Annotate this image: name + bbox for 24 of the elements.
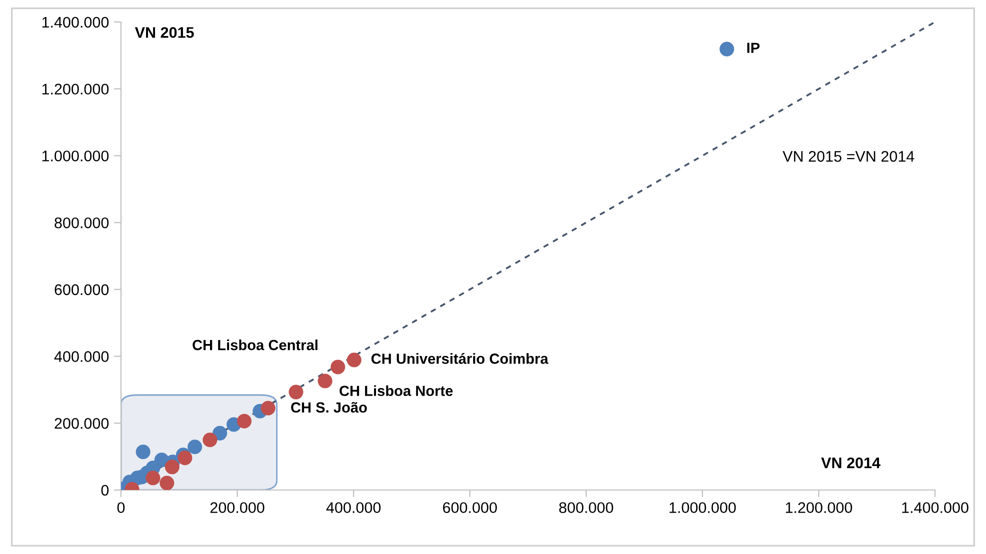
annotation: CH Lisboa Norte	[340, 385, 453, 396]
x-tick-label: 1.200.000	[786, 502, 852, 514]
y-tick-label: 0	[101, 484, 109, 496]
x-tick-label: 0	[117, 502, 125, 514]
annotation: CH Universitário Coimbra	[371, 353, 548, 364]
x-tick-label: 400.000	[326, 502, 381, 514]
annotation: IP	[747, 42, 760, 53]
x-tick-label: 800.000	[559, 502, 614, 514]
y-tick-label: 600.000	[54, 284, 109, 296]
y-axis-title: VN 2015	[134, 27, 194, 38]
y-tick-label: 1.000.000	[42, 150, 109, 162]
x-axis-title: VN 2014	[821, 457, 880, 468]
y-tick-label: 200.000	[54, 418, 109, 429]
y-tick-label: 1.200.000	[42, 84, 109, 95]
x-tick-label: 200.000	[210, 502, 264, 514]
x-tick-label: 600.000	[443, 502, 497, 514]
x-tick-label: 1.400.000	[902, 502, 968, 514]
x-tick-label: 1.000.000	[670, 502, 736, 514]
text: VN 2015 =VN 2014	[782, 151, 914, 162]
y-tick-label: 1.400.000	[42, 16, 109, 28]
y-tick-label: 800.000	[54, 217, 109, 228]
y-tick-label: 400.000	[54, 351, 109, 362]
annotation: CH S. João	[291, 402, 367, 413]
annotation: CH Lisboa Central	[192, 340, 318, 350]
